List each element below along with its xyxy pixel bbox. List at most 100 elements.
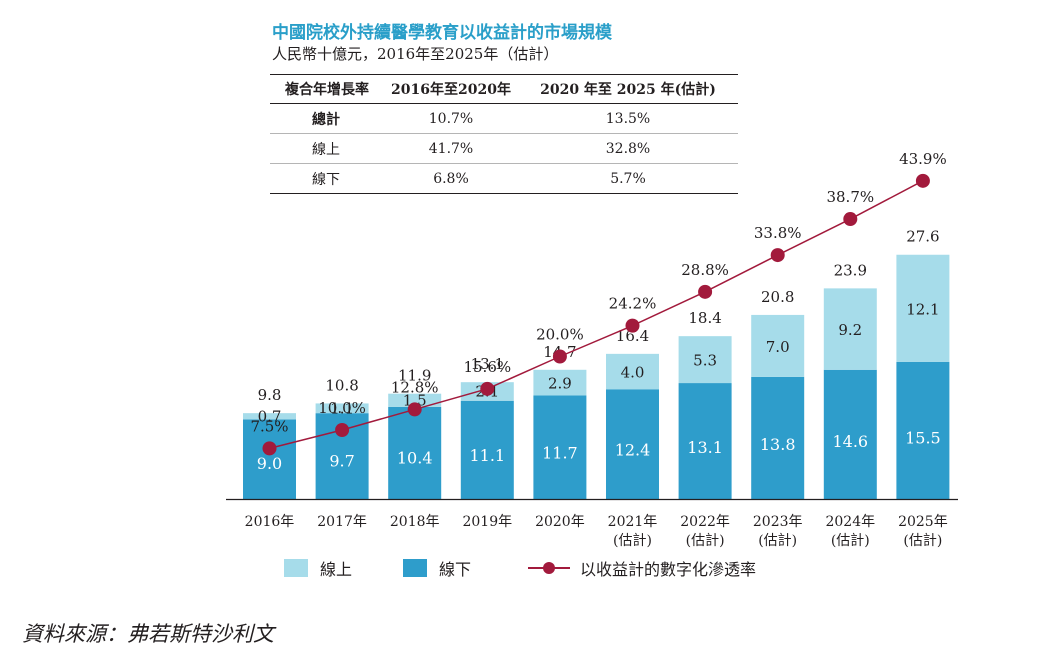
cagr-row-online: 線上 41.7% 32.8% (270, 133, 738, 164)
penetration-point (335, 423, 350, 437)
penetration-label: 10.0% (318, 399, 366, 417)
penetration-label: 33.8% (754, 224, 802, 242)
bar-offline (243, 419, 296, 499)
x-tick-label: 2022年 (680, 514, 730, 530)
bar-total-label: 16.4 (616, 327, 649, 345)
penetration-point (915, 173, 930, 188)
bar-offline (460, 400, 514, 499)
penetration-point (480, 381, 495, 396)
bar-online (896, 254, 950, 362)
bar-online-label: 5.3 (693, 352, 717, 370)
cagr-header-row: 複合年增長率 2016年至2020年 2020 年至 2025 年(估計) (270, 74, 738, 104)
penetration-label: 38.7% (826, 188, 874, 206)
penetration-point (552, 349, 567, 364)
bar-offline (533, 395, 587, 499)
x-tick-label: (估計) (758, 533, 797, 549)
bar-offline-label: 14.6 (832, 432, 868, 451)
bar-total-label: 18.4 (688, 309, 721, 327)
penetration-point (262, 441, 277, 456)
x-tick-label: 2024年 (825, 514, 875, 530)
bar-offline-label: 11.7 (542, 443, 578, 462)
bar-online-label: 1.1 (330, 399, 354, 417)
penetration-point (843, 212, 858, 227)
bar-total-label: 9.8 (258, 386, 282, 404)
chart-subtitle: 人民幣十億元，2016年至2025年（估計） (272, 45, 559, 63)
x-tick-label: (估計) (831, 533, 870, 549)
bar-online-label: 9.2 (838, 321, 862, 339)
bar-online-label: 4.0 (621, 364, 645, 382)
cagr-cell: 6.8% (384, 163, 518, 194)
bar-online-label: 12.1 (906, 300, 939, 318)
bar-offline (751, 376, 805, 499)
penetration-label: 24.2% (609, 295, 657, 313)
bar-offline (896, 361, 950, 499)
legend-item-line: 以收益計的數字化滲透率 (528, 557, 756, 579)
bar-offline-label: 13.1 (687, 438, 723, 457)
cagr-cell: 13.5% (518, 103, 738, 134)
bar-online (606, 353, 659, 390)
penetration-label: 7.5% (250, 417, 288, 435)
penetration-point (770, 248, 785, 263)
bar-offline (823, 369, 877, 499)
legend-marker-line (528, 559, 570, 577)
penetration-point (698, 284, 713, 299)
cagr-cell: 10.7% (384, 103, 518, 134)
penetration-label: 12.8% (391, 378, 439, 396)
penetration-label: 15.6% (463, 358, 511, 376)
cagr-cell: 5.7% (518, 163, 738, 194)
bar-total-label: 11.9 (398, 367, 431, 385)
bar-online-label: 1.5 (403, 391, 427, 409)
cagr-header: 複合年增長率 (270, 74, 384, 104)
cagr-cell: 32.8% (518, 133, 738, 164)
bar-total-label: 13.1 (471, 355, 504, 373)
bar-offline-label: 15.5 (905, 428, 941, 447)
x-tick-label: 2025年 (898, 514, 948, 530)
bar-offline (388, 406, 442, 499)
bar-online-label: 2.9 (548, 375, 572, 393)
penetration-line (269, 180, 924, 450)
legend-swatch-online (284, 559, 308, 577)
legend-label-offline: 線下 (439, 560, 472, 579)
bar-total-label: 10.8 (325, 376, 358, 394)
x-tick-label: (估計) (903, 533, 942, 549)
bar-offline (678, 383, 732, 499)
bar-offline-label: 12.4 (615, 441, 651, 460)
chart-title: 中國院校外持續醫學教育以收益計的市場規模 (272, 23, 612, 43)
bar-online-label: 0.7 (258, 407, 282, 425)
x-tick-label: 2019年 (462, 514, 512, 530)
x-tick-label: 2023年 (753, 514, 803, 530)
bar-online (823, 288, 877, 370)
penetration-point (625, 318, 640, 333)
bar-offline-label: 13.8 (760, 435, 796, 454)
penetration-label: 43.9% (899, 150, 947, 168)
x-tick-label: 2018年 (390, 514, 440, 530)
bar-online (388, 393, 442, 407)
bar-online-label: 7.0 (766, 338, 790, 356)
cagr-header: 2020 年至 2025 年(估計) (518, 74, 738, 104)
bar-total-label: 23.9 (834, 261, 867, 279)
bar-online (315, 403, 369, 414)
legend-item-offline: 線下 (403, 557, 471, 579)
legend-swatch-offline (403, 559, 427, 577)
bar-offline-label: 9.0 (257, 454, 282, 473)
penetration-label: 20.0% (536, 326, 584, 344)
x-tick-label: 2016年 (245, 514, 295, 530)
source-note: 資料來源：弗若斯特沙利文 (22, 622, 274, 646)
bar-online (243, 413, 296, 420)
chart-plot: 9.0 0.7 9.8 2016年 9.7 1.1 10.8 2017年 10.4 1.5 11.9… (226, 150, 958, 549)
bar-offline (606, 389, 659, 499)
penetration-label: 28.8% (681, 261, 729, 279)
bar-total-label: 27.6 (906, 228, 939, 246)
legend-label-online: 線上 (320, 560, 353, 579)
x-tick-label: (估計) (613, 533, 652, 549)
x-tick-label: 2017年 (317, 514, 367, 530)
x-tick-label: (估計) (686, 533, 725, 549)
cagr-header: 2016年至2020年 (384, 74, 518, 104)
bar-total-label: 20.8 (761, 288, 794, 306)
legend-label-line: 以收益計的數字化滲透率 (580, 560, 757, 579)
cagr-row-label: 總計 (270, 103, 384, 134)
cagr-row-offline: 線下 6.8% 5.7% (270, 163, 738, 194)
bar-online (533, 369, 587, 396)
cagr-cell: 41.7% (384, 133, 518, 164)
x-tick-label: 2020年 (535, 514, 585, 530)
